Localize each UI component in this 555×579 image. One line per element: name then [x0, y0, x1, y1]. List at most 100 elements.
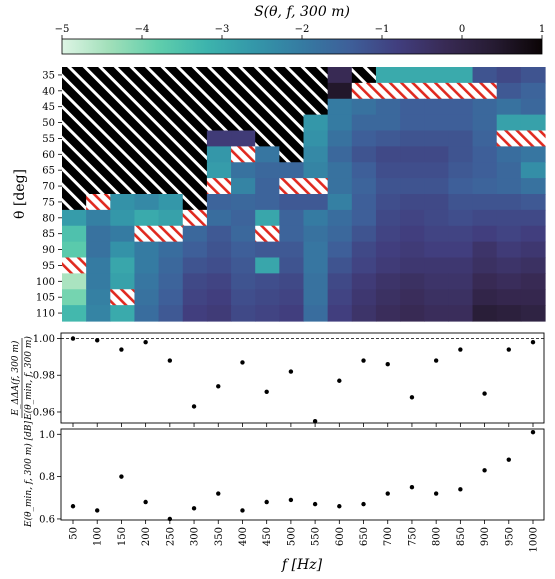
heatmap-cell — [327, 194, 353, 211]
heatmap-cell — [86, 130, 111, 147]
heatmap-cell — [206, 67, 232, 84]
heatmap-cell — [448, 82, 474, 100]
heatmap-cell — [62, 130, 87, 147]
heatmap-cell — [303, 130, 329, 147]
energy-point — [361, 501, 366, 507]
heatmap-cell — [231, 241, 256, 259]
heatmap-cell — [110, 67, 136, 84]
heatmap-cell — [279, 82, 305, 100]
heatmap-cell — [255, 257, 280, 274]
heatmap-cell — [351, 209, 377, 227]
ratio-point — [264, 389, 269, 394]
heatmap-cell — [62, 178, 87, 195]
colorbar-tick-label: −2 — [295, 24, 310, 35]
heatmap-y-tick-label: 110 — [36, 309, 55, 320]
heatmap-cell — [206, 305, 232, 322]
heatmap-cell — [520, 273, 546, 290]
heatmap-cell — [255, 305, 280, 322]
heatmap-cell — [424, 241, 449, 259]
heatmap-cell — [182, 305, 208, 322]
x-tick-label: 850 — [456, 527, 467, 546]
ratio-point — [312, 418, 318, 424]
colorbar-tick-label: 1 — [539, 24, 545, 35]
ratio-panel: 0.96 0.98 1.00 E_ΔΔA(f, 300 m) E(θ_min, f,… — [10, 332, 545, 427]
heatmap-cell — [182, 98, 208, 116]
heatmap-cell — [62, 146, 87, 163]
heatmap-cell — [206, 114, 232, 132]
heatmap-cell — [400, 289, 425, 306]
heatmap-y-axis-label: θ [deg] — [12, 169, 28, 219]
heatmap-cell — [231, 98, 256, 116]
ratio-point — [458, 347, 463, 352]
energy-point — [119, 474, 124, 479]
heatmap-cell — [327, 225, 353, 243]
heatmap-cell — [400, 146, 425, 163]
ratio-y-tick-label: 0.98 — [33, 371, 55, 382]
heatmap-cell — [303, 194, 329, 211]
heatmap-cell — [134, 209, 160, 227]
ratio-point — [482, 391, 487, 396]
heatmap-cell — [231, 67, 256, 84]
heatmap-cell — [86, 241, 111, 259]
heatmap-panel: 35 40 45 50 55 60 65 70 75 80 85 90 95 100 105 110 θ [d… — [12, 67, 546, 322]
heatmap-cell — [255, 98, 280, 116]
heatmap-cell — [158, 114, 184, 132]
heatmap-cell — [327, 257, 353, 274]
heatmap-cell — [400, 257, 425, 274]
heatmap-y-tick-label: 55 — [42, 134, 55, 145]
heatmap-cell — [255, 273, 280, 290]
heatmap-cell — [110, 162, 136, 179]
heatmap-cell — [62, 209, 87, 227]
energy-point — [409, 484, 415, 490]
heatmap-cell — [206, 289, 232, 306]
ratio-point — [288, 369, 294, 374]
heatmap-cell — [231, 114, 256, 132]
energy-point — [385, 491, 390, 496]
ratio-point — [530, 339, 536, 345]
x-tick-label: 100 — [93, 527, 104, 546]
heatmap-cell — [448, 194, 474, 211]
heatmap-cell — [182, 146, 208, 163]
heatmap-cell — [279, 257, 305, 274]
heatmap-cell — [134, 194, 160, 211]
heatmap-cell — [520, 241, 546, 259]
heatmap-cell — [351, 178, 377, 195]
heatmap-cell — [134, 130, 160, 147]
heatmap-cell — [375, 130, 401, 147]
heatmap-cell — [351, 273, 377, 290]
heatmap-cell — [62, 114, 87, 132]
heatmap-cell — [279, 241, 305, 259]
heatmap-cell — [279, 98, 305, 116]
heatmap-cell — [448, 225, 474, 243]
heatmap-cell — [472, 273, 498, 290]
heatmap-cell — [279, 225, 305, 243]
heatmap-cell — [303, 114, 329, 132]
energy-point — [458, 487, 463, 492]
heatmap-cell — [472, 130, 498, 147]
heatmap-cell — [158, 273, 184, 290]
heatmap-y-tick-label: 80 — [42, 213, 55, 224]
heatmap-cell — [255, 67, 280, 84]
x-tick-label: 350 — [214, 527, 225, 546]
ratio-point — [240, 360, 245, 365]
colorbar-ticks: −5 −4 −3 −2 −1 0 1 — [55, 24, 545, 39]
energy-y-tick-label: 1.0 — [39, 430, 55, 441]
heatmap-cell — [496, 98, 522, 116]
heatmap-cell — [86, 98, 111, 116]
x-tick-label: 700 — [383, 527, 394, 546]
heatmap-cell — [351, 130, 377, 147]
heatmap-cell — [448, 114, 474, 132]
heatmap-cell — [448, 146, 474, 163]
heatmap-cell — [400, 114, 425, 132]
ratio-point — [409, 395, 415, 400]
heatmap-cell — [182, 162, 208, 179]
heatmap-cell — [327, 209, 353, 227]
energy-point — [482, 468, 487, 473]
heatmap-cell — [158, 194, 184, 211]
heatmap-cell — [206, 82, 232, 100]
heatmap-cell — [424, 114, 449, 132]
heatmap-cell — [134, 114, 160, 132]
heatmap-cell — [303, 67, 329, 84]
heatmap-cell — [400, 209, 425, 227]
